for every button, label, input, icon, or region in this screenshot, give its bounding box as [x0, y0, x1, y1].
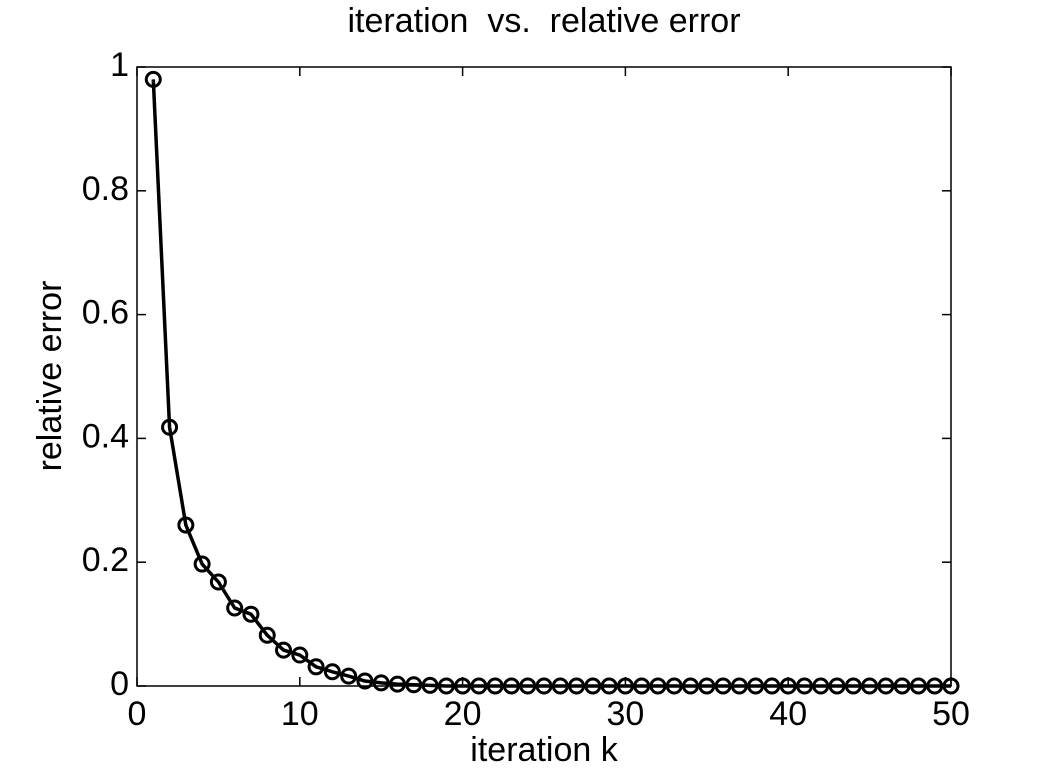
marker: [665, 677, 683, 695]
marker: [828, 677, 846, 695]
chart-title: iteration vs. relative error: [347, 2, 740, 40]
marker: [356, 672, 374, 690]
marker: [437, 677, 455, 695]
marker: [844, 677, 862, 695]
marker: [519, 677, 537, 695]
marker: [161, 418, 179, 436]
marker: [242, 605, 260, 623]
marker: [568, 677, 586, 695]
marker: [340, 667, 358, 685]
y-tick-label: 0.4: [82, 417, 129, 455]
x-tick-label: 40: [769, 695, 807, 733]
marker: [226, 599, 244, 617]
x-tick-label: 20: [444, 695, 482, 733]
marker: [779, 677, 797, 695]
marker: [388, 675, 406, 693]
marker: [584, 677, 602, 695]
marker: [795, 677, 813, 695]
marker: [730, 677, 748, 695]
marker: [307, 658, 325, 676]
marker: [502, 677, 520, 695]
marker: [551, 677, 569, 695]
marker: [486, 677, 504, 695]
marker: [600, 677, 618, 695]
marker: [893, 677, 911, 695]
marker: [649, 677, 667, 695]
marker: [682, 677, 700, 695]
marker: [258, 626, 276, 644]
marker: [747, 677, 765, 695]
marker: [714, 677, 732, 695]
x-tick-label: 10: [281, 695, 319, 733]
marker: [193, 555, 211, 573]
x-tick-label: 50: [932, 695, 970, 733]
marker: [535, 677, 553, 695]
y-axis-label: relative error: [31, 281, 69, 472]
y-tick-label: 0.8: [82, 170, 129, 208]
x-tick-label: 0: [128, 695, 147, 733]
marker: [275, 641, 293, 659]
marker: [877, 677, 895, 695]
marker: [909, 677, 927, 695]
marker: [372, 674, 390, 692]
marker: [763, 677, 781, 695]
marker: [942, 677, 960, 695]
y-tick-label: 0.2: [82, 541, 129, 579]
marker: [291, 646, 309, 664]
marker: [454, 677, 472, 695]
marker: [812, 677, 830, 695]
marker: [470, 677, 488, 695]
marker: [209, 573, 227, 591]
marker: [177, 516, 195, 534]
y-tick-label: 0: [110, 665, 129, 703]
marker: [421, 676, 439, 694]
x-axis-label: iteration k: [470, 731, 618, 769]
marker: [323, 663, 341, 681]
y-tick-label: 1: [110, 46, 129, 84]
marker: [861, 677, 879, 695]
marker: [616, 677, 634, 695]
marker: [633, 677, 651, 695]
marker: [926, 677, 944, 695]
marker: [405, 676, 423, 694]
x-tick-label: 30: [606, 695, 644, 733]
marker: [144, 70, 162, 88]
marker: [698, 677, 716, 695]
y-tick-label: 0.6: [82, 294, 129, 332]
